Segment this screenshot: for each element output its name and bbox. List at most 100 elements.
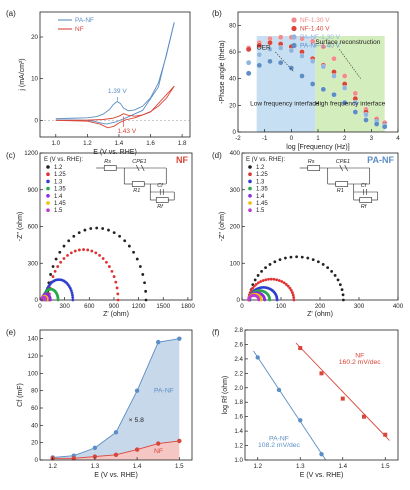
- panel-b-point-3: [277, 59, 284, 66]
- panel-b-xtick-label: 1: [316, 135, 320, 142]
- panel-b-annot-oer-arrow: [275, 51, 295, 73]
- panel-c-point-1: [73, 249, 77, 253]
- panel-d-xtick-label: 400: [393, 303, 404, 310]
- panel-e-ytick-label: 20: [31, 440, 38, 447]
- panel-c-point-1: [94, 251, 98, 255]
- panel-e-label-pa: PA-NF: [154, 387, 174, 394]
- panel-c-point-2: [71, 296, 75, 299]
- panel-c-point-0: [127, 244, 131, 248]
- panel-d-point-0: [342, 298, 345, 302]
- panel-b-point-0: [341, 73, 348, 79]
- resistor-r1: [131, 181, 145, 187]
- panel-a-ytick-label: 10: [31, 76, 38, 83]
- panel-e-point-nf: [134, 447, 140, 452]
- panel-d-circuit-label-4: Rf: [361, 204, 367, 210]
- panel-c-ytick-label: 0: [35, 297, 39, 304]
- panel-e-xtick-label: 1.4: [133, 463, 142, 470]
- panel-f-point-pa: [255, 355, 260, 360]
- panel-e-ytick-label: 40: [31, 422, 38, 429]
- panel-b-xtick-label: -1: [262, 135, 268, 142]
- panel-b-annot-oer: OER: [257, 44, 271, 51]
- panel-b-point-2: [256, 51, 263, 58]
- panel-b-legend-1: NF-1.40 V: [300, 26, 330, 33]
- panel-c-point-1: [114, 280, 118, 284]
- panel-a-xtick-label: 1.0: [51, 140, 60, 147]
- panel-b-xtick-label: 3: [370, 135, 374, 142]
- panel-b-point-2: [267, 46, 273, 53]
- panel-d-point-0: [341, 293, 345, 297]
- panel-d-circuit-label-3: Cf: [361, 183, 367, 189]
- panel-c-ylabel: -Z'' (ohm): [17, 212, 24, 242]
- panel-d-point-0: [311, 258, 315, 261]
- panel-e-ytick-label: 60: [31, 405, 38, 412]
- panel-e-frame: [39, 329, 193, 461]
- panel-c-circuit: Rs CPE1 R1 Cf Rf: [96, 159, 175, 210]
- panel-f-fit-pa: [253, 350, 327, 461]
- panel-c-point-0: [123, 239, 127, 243]
- panel-d-point-1: [275, 278, 279, 282]
- panel-f-point-nf: [298, 346, 303, 351]
- panel-b-point-3: [320, 86, 327, 93]
- panel-d-tag: PA-NF: [367, 155, 394, 165]
- panel-d-point-0: [333, 274, 337, 277]
- panel-b-point-3: [288, 65, 295, 71]
- panel-f-ytick-label: 1.4: [234, 428, 243, 435]
- panel-d-point-3: [268, 298, 272, 302]
- panel-e-point-pa: [113, 430, 119, 435]
- panel-c-point-0: [132, 250, 135, 254]
- panel-d-point-0: [340, 288, 344, 292]
- panel-d-point-0: [268, 263, 272, 266]
- panel-e-annot: × 5.8: [129, 417, 145, 424]
- panel-b-point-2: [331, 73, 337, 79]
- panel-f-point-nf: [383, 432, 388, 437]
- panel-d-point-1: [249, 288, 253, 292]
- panel-d-legend-4: 1.4: [256, 194, 265, 200]
- panel-d-xtick-label: 100: [276, 303, 287, 310]
- panel-c-tag: NF: [176, 155, 188, 165]
- panel-c-point-1: [56, 265, 60, 268]
- panel-f-ytick-label: 2.6: [234, 341, 243, 348]
- panel-b-point-1: [267, 39, 273, 46]
- panel-e-ytick-label: 120: [28, 353, 39, 360]
- panel-b-point-3: [267, 58, 273, 65]
- panel-e-point-pa: [177, 336, 182, 341]
- panel-d-xlabel: Z' (ohm): [307, 311, 333, 318]
- panel-d-ytick-label: 0: [237, 297, 241, 304]
- panel-e-point-nf: [113, 452, 119, 457]
- panel-d-ytick-label: 100: [230, 260, 241, 267]
- panel-c-xtick-label: 1800: [181, 303, 195, 310]
- panel-a-ytick-label: 20: [31, 34, 38, 41]
- panel-label-f: (f): [212, 328, 220, 337]
- panel-c-point-1: [53, 269, 57, 273]
- panel-a-frame: [39, 11, 191, 138]
- panel-d-xtick-label: 200: [315, 303, 326, 310]
- panel-f-ytick-label: 1.2: [234, 443, 243, 450]
- panel-label-b: (b): [212, 9, 222, 18]
- panel-a-legend-pa: PA-NF: [75, 17, 94, 24]
- panel-b-point-2: [341, 85, 348, 91]
- panel-c-legend-2: 1.3: [54, 179, 63, 185]
- panel-d-point-5: [259, 298, 263, 302]
- resistor-r1: [335, 181, 349, 187]
- panel-c-point-1: [77, 248, 81, 252]
- panel-c-legend-0: 1.2: [54, 165, 63, 171]
- panel-c-legend-marker-0: [46, 165, 50, 169]
- panel-f-frame: [244, 329, 399, 461]
- panel-d-legend-title: E (V vs. RHE):: [246, 157, 285, 163]
- panel-b-xtick-label: 0: [290, 135, 294, 142]
- panel-d-point-0: [330, 269, 334, 273]
- panel-b-band-low: [256, 36, 316, 132]
- panel-d-point-0: [300, 255, 304, 259]
- panel-c-circuit-label-3: Cf: [157, 183, 163, 189]
- panel-b-ytick-label: 0: [233, 129, 237, 136]
- panel-c-point-1: [110, 269, 114, 273]
- panel-d-point-1: [252, 284, 256, 288]
- panel-d-ytick-label: 300: [230, 187, 241, 194]
- panel-b-legend-0: NF-1.30 V: [300, 17, 330, 24]
- panel-b-legend-marker-3: [291, 42, 297, 49]
- panel-d-xtick-label: 0: [240, 303, 244, 310]
- panel-c-point-1: [98, 253, 101, 257]
- panel-d-point-0: [253, 278, 257, 282]
- panel-f-point-nf: [340, 396, 345, 401]
- panel-f-label-pa: PA-NF: [269, 436, 289, 443]
